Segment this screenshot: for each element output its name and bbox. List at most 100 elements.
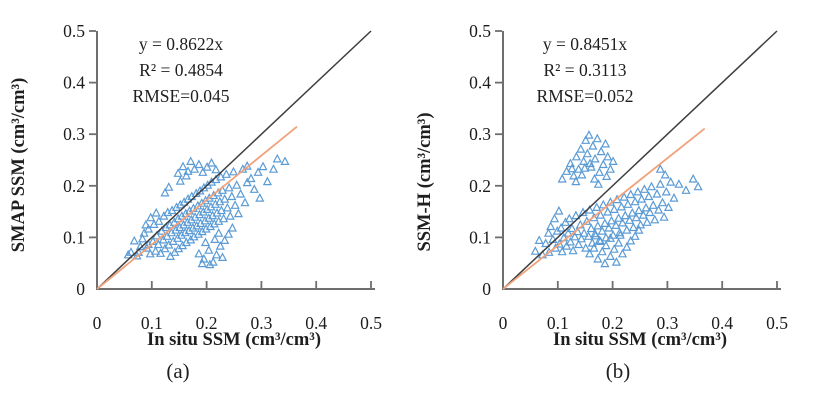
scatter-point bbox=[211, 249, 222, 259]
scatter-point bbox=[571, 210, 581, 220]
scatter-point bbox=[654, 204, 664, 214]
scatter-point bbox=[189, 164, 200, 173]
scatter-point bbox=[219, 213, 229, 223]
scatter-point bbox=[600, 218, 610, 227]
scatter-point bbox=[580, 163, 590, 172]
scatter-point bbox=[576, 144, 586, 153]
scatter-point bbox=[197, 226, 207, 236]
x-tick-label: 0.1 bbox=[547, 313, 569, 333]
scatter-point bbox=[608, 156, 618, 165]
scatter-point bbox=[164, 182, 174, 191]
r-squared-label-b: R² = 0.3113 bbox=[543, 60, 627, 80]
scatter-point bbox=[659, 212, 669, 221]
scatter-point bbox=[146, 212, 156, 222]
scatter-point bbox=[268, 164, 279, 173]
scatter-point bbox=[205, 221, 215, 231]
regression-line bbox=[96, 125, 298, 290]
x-tick-label: 0.3 bbox=[250, 313, 272, 333]
scatter-point bbox=[585, 248, 595, 258]
scatter-point bbox=[139, 228, 149, 237]
scatter-point bbox=[562, 241, 572, 250]
scatter-point bbox=[220, 194, 230, 203]
scatter-point bbox=[600, 138, 611, 148]
scatter-point bbox=[579, 156, 589, 165]
equation-label-b: y = 0.8451x bbox=[542, 34, 628, 54]
scatter-point bbox=[634, 205, 644, 215]
scatter-point bbox=[178, 161, 188, 171]
scatter-point bbox=[587, 237, 597, 247]
scatter-point bbox=[615, 227, 625, 237]
scatter-point bbox=[194, 248, 204, 258]
panel-a: 0 0.1 0.2 0.3 0.4 0.5 0 0.1 0.2 0.3 0.4 0.5 bbox=[63, 21, 382, 333]
x-tick-label: 0.3 bbox=[656, 313, 678, 333]
scatter-point bbox=[626, 189, 636, 199]
scatter-point bbox=[227, 222, 237, 232]
scatter-point bbox=[215, 241, 225, 250]
panel-caption-b: (b) bbox=[605, 359, 631, 383]
scatter-point bbox=[657, 197, 668, 207]
scatter-point bbox=[567, 223, 577, 233]
scatter-point bbox=[183, 194, 193, 203]
scatter-point bbox=[220, 235, 230, 244]
y-tick-label: 0.1 bbox=[469, 227, 491, 247]
scatter-point bbox=[240, 197, 250, 207]
scatter-point bbox=[175, 222, 185, 232]
scatter-point bbox=[605, 251, 615, 260]
scatter-point bbox=[688, 173, 698, 183]
scatter-point bbox=[622, 242, 632, 251]
scatter-point bbox=[592, 133, 602, 143]
scatter-point bbox=[660, 169, 670, 179]
scatter-point bbox=[228, 166, 239, 176]
scatter-point bbox=[549, 213, 560, 223]
scatter-point bbox=[202, 162, 212, 171]
scatter-point bbox=[609, 204, 619, 213]
scatter-point bbox=[681, 185, 691, 194]
scatter-point bbox=[198, 206, 208, 216]
scatter-point bbox=[579, 228, 589, 237]
scatter-point bbox=[634, 225, 644, 234]
scatter-point bbox=[175, 199, 185, 209]
y-tick-label: 0 bbox=[76, 279, 85, 299]
scatter-point bbox=[192, 220, 202, 230]
y-tick-label: 0.3 bbox=[469, 124, 491, 144]
scatter-point bbox=[597, 246, 607, 256]
x-tick-label: 0.1 bbox=[141, 313, 163, 333]
scatter-point bbox=[151, 207, 161, 217]
scatter-point bbox=[202, 204, 212, 213]
y-tick-label: 0.2 bbox=[469, 176, 491, 196]
scatter-point bbox=[160, 187, 170, 197]
scatter-point bbox=[161, 222, 171, 232]
scatter-point bbox=[280, 156, 290, 165]
scatter-point bbox=[594, 167, 604, 176]
scatter-point bbox=[641, 202, 651, 212]
scatter-point bbox=[646, 181, 657, 191]
x-tick-label: 0.2 bbox=[602, 313, 624, 333]
scatter-point bbox=[216, 205, 226, 215]
scatter-point bbox=[595, 236, 606, 245]
scatter-point bbox=[644, 191, 654, 201]
y-tick-label: 0 bbox=[482, 279, 491, 299]
scatter-point bbox=[200, 237, 211, 247]
y-tick-label: 0.5 bbox=[469, 21, 491, 41]
scatter-point bbox=[648, 200, 658, 209]
scatter-point bbox=[574, 164, 584, 173]
scatter-point bbox=[626, 235, 636, 245]
scatter-point bbox=[604, 222, 614, 232]
scatter-point bbox=[669, 193, 679, 202]
scatter-point bbox=[588, 140, 598, 150]
scatter-point bbox=[598, 199, 608, 209]
scatter-point bbox=[571, 176, 581, 186]
scatter-point bbox=[534, 235, 544, 244]
scatter-point bbox=[663, 202, 674, 211]
scatter-point bbox=[655, 179, 665, 188]
scatter-point bbox=[603, 151, 613, 161]
scatter-point bbox=[175, 176, 185, 185]
scatter-point bbox=[693, 181, 703, 191]
y-tick-label: 0.1 bbox=[63, 227, 85, 247]
scatter-point bbox=[151, 246, 161, 255]
scatter-point bbox=[611, 220, 621, 229]
scatter-point bbox=[186, 214, 196, 224]
y-axis-title-b: SSM-H (cm³/cm³) bbox=[415, 112, 435, 252]
scatter-point bbox=[541, 238, 551, 248]
